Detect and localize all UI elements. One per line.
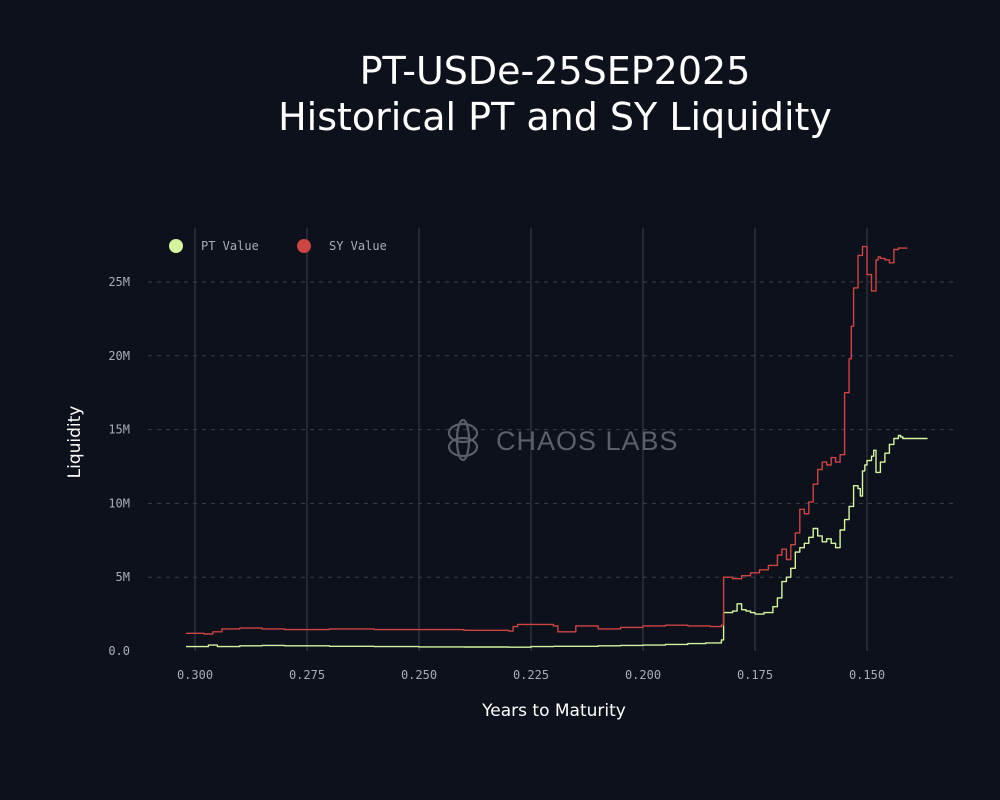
y-tick-label: 25M xyxy=(108,275,130,289)
watermark: CHAOS LABS xyxy=(447,418,679,462)
series-line-pt-value xyxy=(186,434,928,648)
y-tick-label: 5M xyxy=(116,570,130,584)
chart-title-line-2: Historical PT and SY Liquidity xyxy=(278,95,832,139)
tick-layer: 0.300 0.275 0.250 0.225 0.200 0.175 0.150 0.0 5M… xyxy=(108,275,885,682)
series-line-sy-value xyxy=(186,245,908,635)
legend-item-pt-value[interactable]: PT Value xyxy=(169,239,259,253)
y-tick-label: 0.0 xyxy=(108,644,130,658)
series-layer xyxy=(186,245,928,648)
x-tick-label: 0.150 xyxy=(849,668,885,682)
x-tick-label: 0.200 xyxy=(625,668,661,682)
y-axis-label: Liquidity xyxy=(65,406,85,479)
x-tick-label: 0.300 xyxy=(177,668,213,682)
y-tick-label: 15M xyxy=(108,423,130,437)
x-tick-label: 0.250 xyxy=(401,668,437,682)
legend-label-sy-value: SY Value xyxy=(329,239,387,253)
chaos-labs-logo-icon xyxy=(447,418,479,462)
x-axis-label: Years to Maturity xyxy=(481,701,626,721)
legend-marker-sy-value xyxy=(297,239,311,253)
y-tick-label: 10M xyxy=(108,496,130,510)
legend-label-pt-value: PT Value xyxy=(201,239,259,253)
x-tick-label: 0.225 xyxy=(513,668,549,682)
x-tick-label: 0.275 xyxy=(289,668,325,682)
watermark-text: CHAOS LABS xyxy=(496,426,679,456)
legend-marker-pt-value xyxy=(169,239,183,253)
legend: PT Value SY Value xyxy=(169,239,387,253)
grid-layer xyxy=(148,228,955,651)
x-tick-label: 0.175 xyxy=(737,668,773,682)
y-tick-label: 20M xyxy=(108,349,130,363)
chart-title: PT-USDe-25SEP2025 Historical PT and SY L… xyxy=(55,48,1000,140)
chart-title-line-1: PT-USDe-25SEP2025 xyxy=(359,49,751,93)
legend-item-sy-value[interactable]: SY Value xyxy=(297,239,387,253)
